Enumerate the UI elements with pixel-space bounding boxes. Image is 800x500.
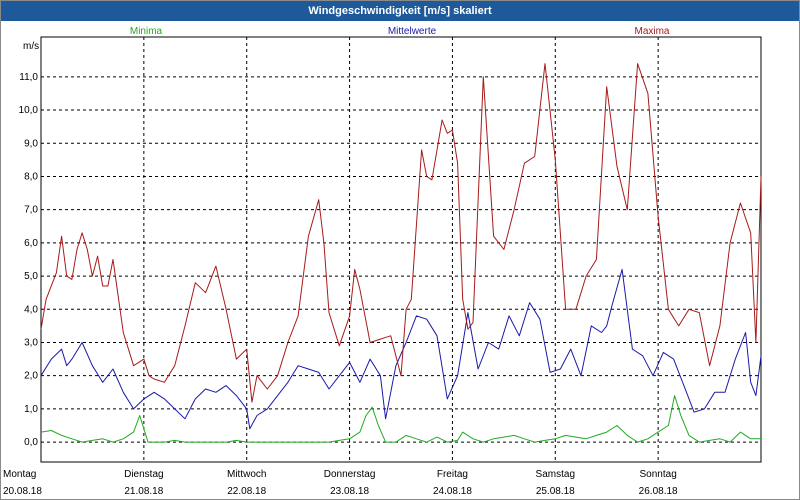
y-tick-label: 6,0 xyxy=(24,238,38,249)
x-tick-day: Donnerstag xyxy=(324,469,376,480)
x-tick-day: Sonntag xyxy=(640,469,677,480)
legend-maxima: Maxima xyxy=(634,26,669,37)
x-tick-date: 23.08.18 xyxy=(330,486,369,497)
chart-title: Windgeschwindigkeit [m/s] skaliert xyxy=(308,5,492,17)
x-axis-ticks: Montag 20.08.18 Dienstag 21.08.18 Mittwoch 22… xyxy=(3,469,678,497)
y-tick-label: 0,0 xyxy=(24,437,38,448)
y-tick-label: 7,0 xyxy=(24,205,38,216)
y-tick-label: 1,0 xyxy=(24,404,38,415)
y-axis-ticks: 0,0 1,0 2,0 3,0 4,0 5,0 6,0 7,0 8,0 9,0 10,0 11,0 xyxy=(19,72,39,448)
title-bar xyxy=(1,1,799,21)
y-tick-label: 4,0 xyxy=(24,304,38,315)
x-tick-date: 22.08.18 xyxy=(227,486,266,497)
x-tick-date: 21.08.18 xyxy=(124,486,163,497)
y-tick-label: 9,0 xyxy=(24,138,38,149)
grid-lines xyxy=(40,37,761,462)
x-tick-day: Freitag xyxy=(437,469,468,480)
x-tick-day: Montag xyxy=(3,469,36,480)
x-tick-date: 25.08.18 xyxy=(536,486,575,497)
x-tick-date: 20.08.18 xyxy=(3,486,42,497)
x-tick-day: Samstag xyxy=(536,469,575,480)
series-layer xyxy=(40,63,762,443)
plot-area xyxy=(40,36,762,463)
y-tick-label: 11,0 xyxy=(19,72,38,83)
y-tick-label: 3,0 xyxy=(24,337,38,348)
x-tick-date: 24.08.18 xyxy=(433,486,472,497)
legend-minima: Minima xyxy=(130,26,163,37)
y-tick-label: 8,0 xyxy=(24,171,38,182)
y-tick-label: 10,0 xyxy=(19,105,39,116)
series-line-minima xyxy=(40,395,761,443)
y-tick-label: 5,0 xyxy=(24,271,38,282)
y-axis-unit: m/s xyxy=(23,41,39,52)
x-tick-day: Mittwoch xyxy=(227,469,266,480)
x-tick-day: Dienstag xyxy=(124,469,163,480)
series-line-mittelwerte xyxy=(40,268,762,430)
x-tick-date: 26.08.18 xyxy=(639,486,678,497)
series-line-maxima xyxy=(40,63,762,403)
y-tick-label: 2,0 xyxy=(24,371,38,382)
legend-mittelwerte: Mittelwerte xyxy=(388,26,437,37)
